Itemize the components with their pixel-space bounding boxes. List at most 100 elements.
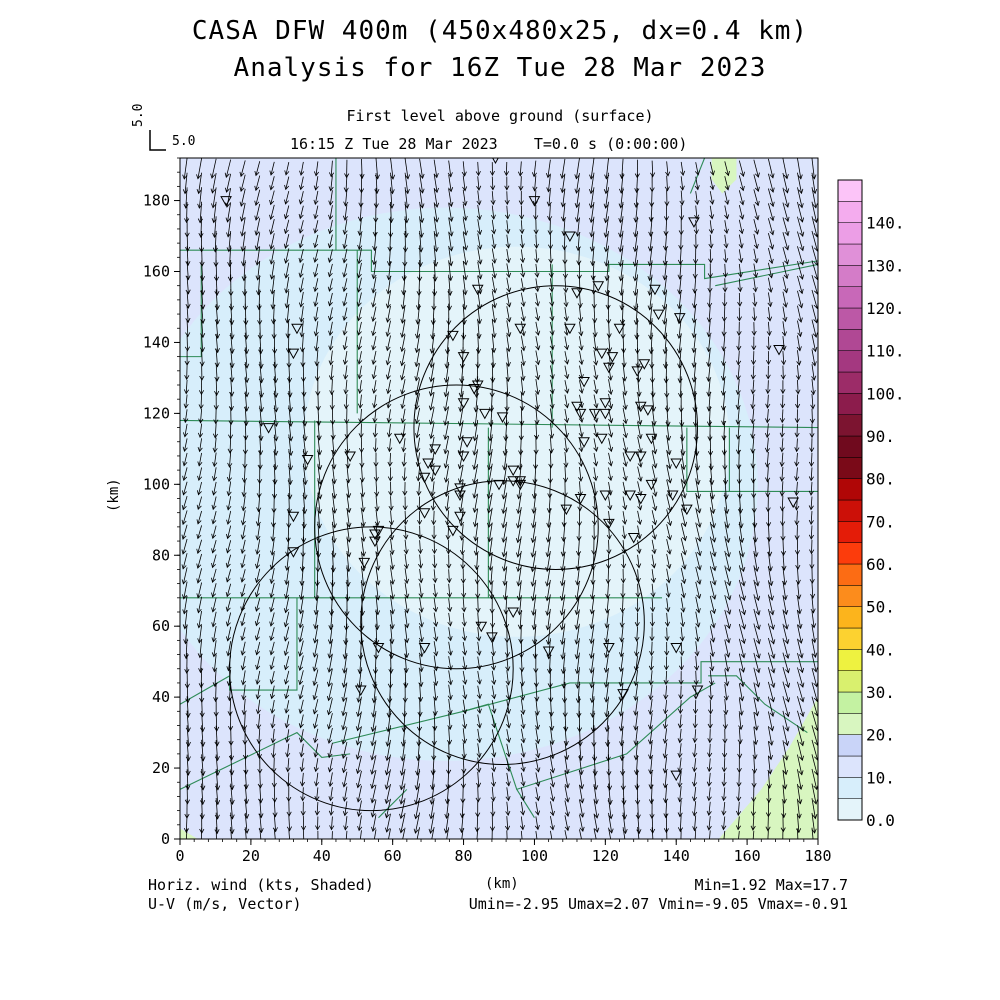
wind-vector bbox=[285, 772, 291, 788]
county-boundary-line bbox=[332, 661, 818, 744]
wind-vector bbox=[358, 830, 362, 845]
wind-vector-shaft bbox=[242, 525, 246, 540]
speed-shading-region bbox=[711, 158, 737, 194]
wind-vector-shaft bbox=[314, 278, 319, 292]
wind-vector-head bbox=[298, 199, 304, 205]
wind-vector-head bbox=[240, 606, 246, 612]
wind-vector bbox=[258, 332, 264, 355]
wind-vector-head bbox=[269, 679, 275, 685]
wind-vector bbox=[241, 260, 247, 282]
wind-vector-shaft bbox=[343, 263, 348, 278]
wind-vector-shaft bbox=[358, 365, 362, 379]
wind-vector bbox=[256, 494, 262, 513]
wind-vector-shaft bbox=[386, 320, 391, 337]
wind-vector bbox=[240, 612, 246, 627]
wind-vector bbox=[225, 525, 232, 540]
wind-vector-shaft bbox=[200, 653, 203, 673]
wind-vector bbox=[400, 408, 406, 424]
wind-vector bbox=[356, 696, 362, 718]
wind-vector bbox=[385, 320, 391, 338]
wind-vector bbox=[313, 758, 319, 773]
wind-vector-shaft bbox=[317, 507, 321, 529]
wind-vector-shaft bbox=[302, 348, 304, 367]
wind-vector bbox=[283, 611, 290, 628]
wind-vector bbox=[211, 511, 217, 525]
wind-vector-shaft bbox=[371, 784, 377, 803]
wind-vector-head bbox=[385, 360, 391, 366]
wind-vector-shaft bbox=[240, 174, 246, 192]
wind-vector-head bbox=[360, 551, 366, 557]
wind-vector-shaft bbox=[345, 394, 348, 409]
wind-vector-head bbox=[183, 417, 189, 424]
wind-vector-head bbox=[185, 303, 191, 309]
wind-vector-shaft bbox=[332, 464, 336, 484]
wind-vector-shaft bbox=[300, 306, 304, 322]
wind-vector-shaft bbox=[329, 336, 333, 350]
wind-vector bbox=[257, 770, 263, 789]
wind-vector bbox=[341, 756, 348, 774]
wind-vector-shaft bbox=[259, 435, 262, 455]
wind-vector-head bbox=[181, 519, 187, 526]
wind-vector-head bbox=[269, 693, 275, 700]
wind-vector-head bbox=[328, 172, 335, 178]
wind-vector-head bbox=[254, 230, 260, 236]
wind-vector-head bbox=[226, 666, 232, 672]
wind-vector-head bbox=[358, 841, 362, 845]
wind-vector-head bbox=[239, 171, 245, 178]
wind-vector-head bbox=[211, 533, 217, 540]
wind-vector bbox=[215, 827, 217, 839]
wind-vector bbox=[384, 769, 391, 790]
wind-vector bbox=[225, 202, 232, 223]
wind-vector-head bbox=[359, 625, 365, 631]
wind-vector-shaft bbox=[273, 786, 276, 802]
wind-vector-head bbox=[400, 375, 406, 381]
wind-vector bbox=[371, 350, 377, 365]
wind-vector-head bbox=[227, 261, 233, 268]
wind-vector bbox=[343, 365, 349, 380]
wind-vector-shaft bbox=[299, 220, 304, 234]
wind-vector bbox=[272, 347, 278, 369]
wind-vector-head bbox=[342, 315, 348, 322]
wind-vector-head bbox=[227, 448, 233, 454]
wind-vector-shaft bbox=[343, 756, 348, 773]
wind-vector bbox=[284, 700, 290, 714]
wind-vector-head bbox=[330, 567, 336, 573]
wind-vector bbox=[284, 685, 290, 700]
wind-vector bbox=[313, 205, 319, 220]
wind-vector-head bbox=[299, 766, 305, 773]
wind-vector-head bbox=[224, 187, 230, 193]
county-boundary-line bbox=[516, 789, 535, 819]
wind-vector-head bbox=[298, 665, 304, 672]
wind-vector-head bbox=[214, 290, 220, 297]
wind-vector bbox=[342, 336, 348, 351]
wind-vector bbox=[356, 248, 362, 265]
wind-vector-head bbox=[272, 378, 279, 384]
wind-vector-head bbox=[313, 301, 319, 307]
wind-vector-shaft bbox=[197, 496, 203, 510]
plot-area bbox=[180, 158, 818, 845]
wind-vector bbox=[313, 306, 319, 322]
wind-vector-head bbox=[197, 461, 203, 467]
wind-vector-shaft bbox=[244, 332, 248, 354]
wind-vector-shaft bbox=[259, 420, 262, 441]
wind-vector-head bbox=[284, 273, 290, 279]
wind-vector-head bbox=[327, 301, 333, 307]
wind-vector bbox=[225, 626, 232, 642]
wind-vector-shaft bbox=[230, 783, 233, 805]
wind-vector-shaft bbox=[257, 260, 261, 280]
wind-vector-shaft bbox=[215, 682, 217, 702]
wind-vector-shaft bbox=[198, 481, 203, 495]
wind-vector bbox=[298, 655, 304, 672]
wind-vector bbox=[181, 481, 188, 496]
wind-vector bbox=[283, 626, 290, 642]
wind-vector bbox=[404, 158, 410, 180]
wind-vector-shaft bbox=[197, 510, 203, 524]
wind-vector-head bbox=[240, 621, 246, 627]
wind-vector bbox=[371, 321, 377, 337]
wind-vector bbox=[185, 828, 188, 839]
wind-vector bbox=[228, 289, 234, 311]
wind-vector-head bbox=[388, 491, 394, 497]
wind-vector-shaft bbox=[315, 321, 319, 336]
wind-vector-shaft bbox=[343, 278, 348, 292]
wind-vector bbox=[284, 276, 290, 294]
